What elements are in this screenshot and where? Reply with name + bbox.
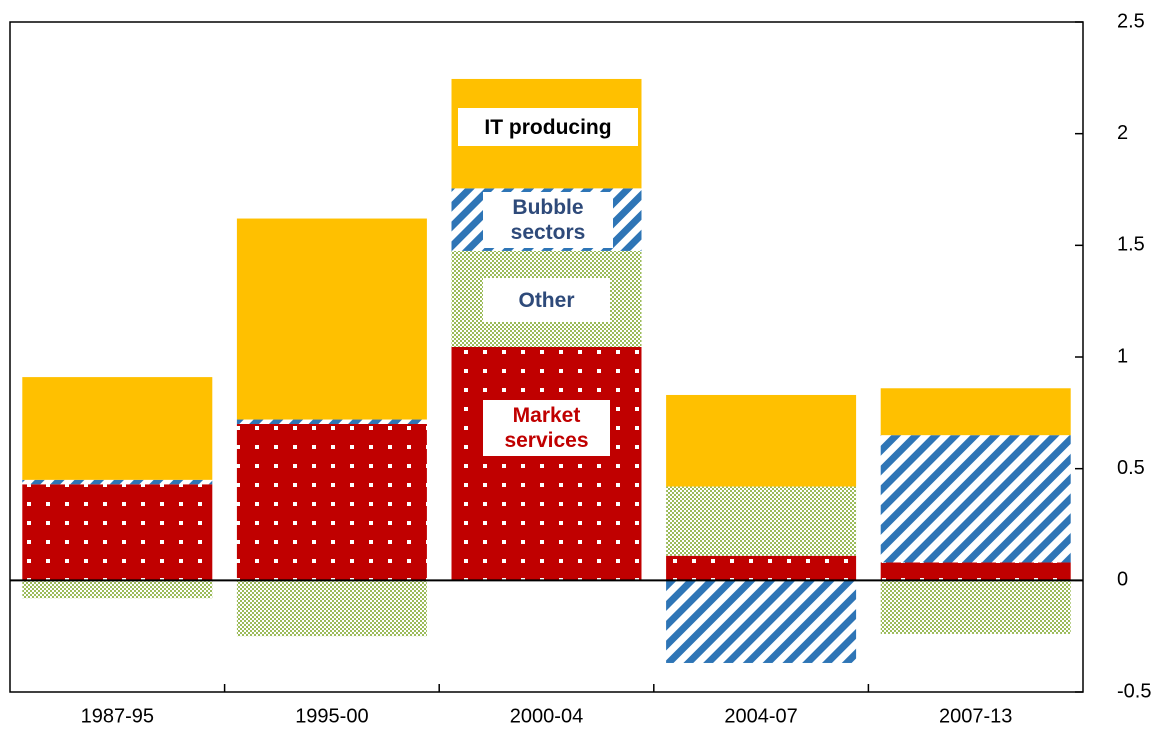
bar-segment [666, 486, 857, 556]
bar-segment [22, 484, 213, 581]
y-tick-label: 0.5 [1117, 457, 1145, 479]
x-tick-label: 1987-95 [81, 705, 154, 727]
bar-segment [880, 580, 1071, 634]
bar-segment [236, 424, 427, 581]
legend-label: Other [483, 278, 610, 322]
x-tick-label: 2007-13 [939, 705, 1012, 727]
legend-label: Market services [483, 400, 610, 456]
bar-segment [666, 555, 857, 581]
y-tick-label: 1 [1117, 345, 1128, 367]
y-tick-label: 2.5 [1117, 10, 1145, 32]
y-tick-label: 2 [1117, 122, 1128, 144]
bar-segment [236, 218, 427, 420]
bar-segment [451, 346, 642, 581]
bar-segment [236, 419, 427, 424]
bar-segment [22, 377, 213, 480]
bar-segment [666, 394, 857, 487]
y-tick-label: 0 [1117, 569, 1128, 591]
y-tick-label: 1.5 [1117, 234, 1145, 256]
legend-label: IT producing [458, 108, 638, 146]
bar-segment [880, 388, 1071, 436]
y-tick-label: -0.5 [1117, 680, 1151, 702]
x-tick-label: 2000-04 [510, 705, 583, 727]
legend-label: Bubble sectors [483, 192, 613, 248]
bar-segment [22, 580, 213, 599]
bar-segment [880, 562, 1071, 581]
bar-segment [666, 580, 857, 663]
bar-segment [22, 479, 213, 485]
bar-segment [236, 580, 427, 637]
x-tick-label: 1995-00 [295, 705, 368, 727]
x-tick-label: 2004-07 [724, 705, 797, 727]
bar-segment [880, 435, 1071, 563]
